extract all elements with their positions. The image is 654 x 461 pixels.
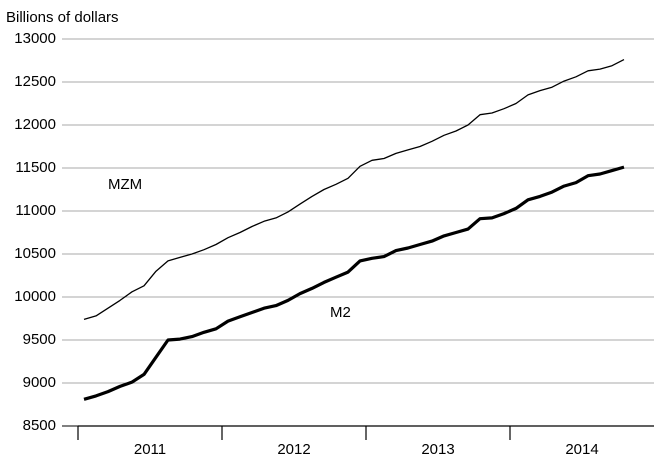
y-tick-label: 9500 (23, 331, 56, 348)
y-tick-label: 13000 (14, 30, 56, 47)
y-tick-label: 8500 (23, 417, 56, 434)
y-tick-label: 11000 (15, 202, 56, 219)
series-line (83, 59, 625, 321)
x-tick-label: 2012 (277, 441, 310, 458)
y-tick-label: 11500 (15, 159, 56, 176)
x-tick-label: 2014 (565, 441, 598, 458)
x-tick-label: 2013 (421, 441, 454, 458)
y-tick-label: 10500 (14, 245, 56, 262)
x-tick-label: 2011 (134, 441, 166, 458)
series-label: M2 (330, 304, 351, 321)
series-line (83, 165, 625, 401)
chart-title: Billions of dollars (6, 9, 119, 26)
y-tick-label: 12500 (14, 73, 56, 90)
y-tick-label: 10000 (14, 288, 56, 305)
y-tick-label: 12000 (14, 116, 56, 133)
series-label: MZM (108, 176, 142, 193)
y-tick-label: 9000 (23, 374, 56, 391)
